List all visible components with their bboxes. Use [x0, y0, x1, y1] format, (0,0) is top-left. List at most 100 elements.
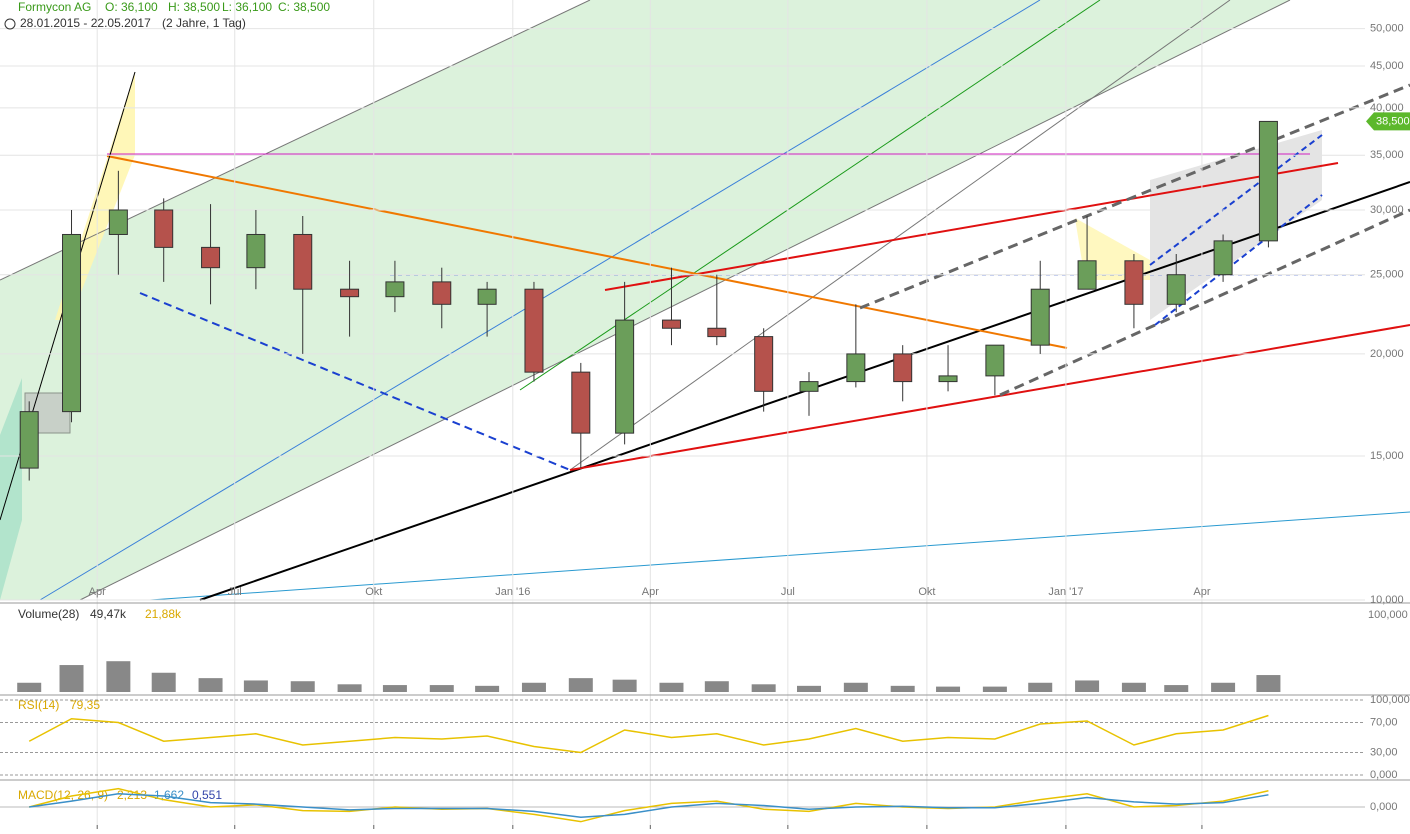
volume-bar — [290, 681, 315, 692]
date-range: 28.01.2015 - 22.05.2017 — [20, 16, 151, 30]
orange-line — [106, 155, 1068, 349]
volume-bar — [1028, 682, 1053, 692]
volume-bar — [243, 680, 268, 692]
x-tick-label: Okt — [918, 586, 935, 598]
y-tick-label: 30,00 — [1370, 746, 1398, 758]
x-tick-label: Apr — [1193, 586, 1210, 598]
volume-bar — [982, 686, 1007, 692]
macd-line — [29, 793, 1269, 819]
candle-body — [477, 288, 497, 305]
x-tick-label: Apr — [89, 586, 106, 598]
y-tick-label: 70,00 — [1370, 716, 1398, 728]
volume-bar — [568, 678, 593, 692]
volume-bar — [1256, 675, 1281, 692]
volume-bar — [890, 685, 915, 692]
y-tick-label: 15,000 — [1370, 450, 1404, 462]
price-badge — [1366, 112, 1410, 131]
x-tick-label: Jul — [228, 586, 242, 598]
candle-body — [1077, 260, 1097, 290]
candle-body — [1258, 120, 1278, 242]
candle-body — [707, 327, 727, 338]
candle-body — [201, 246, 221, 269]
y-tick-label: 50,000 — [1370, 23, 1404, 35]
volume-bar — [612, 679, 637, 692]
candle-body — [108, 209, 128, 235]
volume-bar — [797, 685, 822, 692]
channel-line — [79, 0, 1291, 601]
candle-body — [524, 288, 544, 373]
candle-body — [846, 353, 866, 383]
candle-body — [340, 288, 360, 298]
x-tick-label: Okt — [365, 586, 382, 598]
candle-body — [293, 233, 313, 290]
candle-body — [1213, 240, 1233, 276]
volume-bar — [521, 682, 546, 692]
ohlc-close: C: 38,500 — [278, 0, 330, 14]
channel-line — [0, 0, 591, 281]
blue-channel — [1149, 134, 1323, 266]
volume-bar — [17, 682, 42, 692]
volume-bar — [429, 685, 454, 692]
volume-label: 49,47k — [90, 607, 127, 621]
grid — [0, 0, 1365, 829]
volume-name: Volume(28) — [18, 607, 79, 621]
price-badge-label: 38,500 — [1376, 115, 1410, 127]
macd-line — [29, 787, 1269, 823]
y-tick-label: 10,000 — [1370, 594, 1404, 606]
y-tick-label: 100,000 — [1368, 609, 1408, 621]
x-tick-label: Jan '17 — [1048, 586, 1083, 598]
y-tick-label: 40,000 — [1370, 102, 1404, 114]
y-tick-label: 35,000 — [1370, 149, 1404, 161]
macd-name: MACD(12, 26, 9) — [18, 788, 108, 802]
volume-bar — [843, 682, 868, 692]
candle-body — [62, 233, 82, 413]
ohlc-low: L: 36,100 — [222, 0, 272, 14]
gray-box — [1150, 130, 1322, 320]
rsi-label: 79,35 — [70, 698, 100, 712]
volume-bar — [751, 684, 776, 692]
candle-body — [385, 281, 405, 298]
y-tick-label: 45,000 — [1370, 60, 1404, 72]
y-tick-label: 20,000 — [1370, 348, 1404, 360]
candle-body — [1124, 260, 1144, 305]
candle-body — [1166, 274, 1186, 305]
volume-bar — [1164, 685, 1189, 692]
volume-bar — [59, 665, 84, 692]
candle-body — [571, 371, 591, 434]
volume-bar — [1121, 682, 1146, 692]
rsi-line — [28, 714, 1269, 754]
rsi-name: RSI(14) — [18, 698, 59, 712]
volume-bar — [1211, 682, 1236, 692]
cyan-line — [149, 511, 1410, 601]
volume-bar — [198, 678, 223, 692]
volume-bar — [659, 682, 684, 692]
y-tick-label: 25,000 — [1370, 269, 1404, 281]
candle-body — [985, 344, 1005, 377]
marks — [19, 120, 1278, 481]
red-resistance — [604, 162, 1339, 291]
candle-body — [154, 209, 174, 248]
candle-body — [615, 319, 635, 434]
gray-dashed — [859, 83, 1410, 310]
y-tick-label: 30,000 — [1370, 204, 1404, 216]
candle-body — [799, 381, 819, 392]
volume-bar — [936, 686, 961, 692]
green-channel — [0, 0, 1290, 600]
clock-icon — [4, 18, 16, 30]
ohlc-open: O: 36,100 — [105, 0, 158, 14]
candle-body — [432, 281, 452, 305]
candle-body — [893, 353, 913, 383]
gray-line — [569, 0, 1231, 471]
volume-bar — [337, 684, 362, 692]
volume-bar — [1075, 680, 1100, 692]
candle-body — [246, 233, 266, 269]
volume-bar — [382, 685, 407, 692]
gray-dashed — [999, 208, 1410, 397]
candle-body — [1030, 288, 1050, 346]
ohlc-high: H: 38,500 — [168, 0, 220, 14]
x-tick-label: Apr — [642, 586, 659, 598]
drawings — [0, 0, 1410, 601]
volume-bar — [106, 661, 131, 692]
